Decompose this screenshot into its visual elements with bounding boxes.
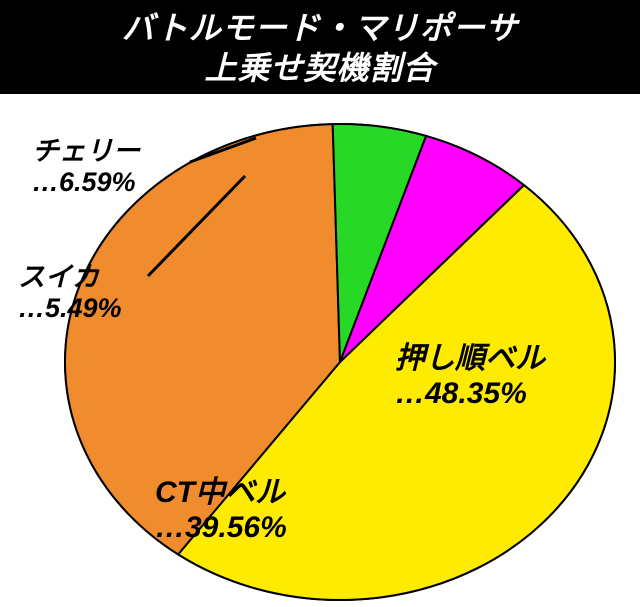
label-suika: スイカ …5.49% (18, 262, 122, 324)
label-oshijun-name: 押し順ベル (395, 342, 545, 375)
label-oshijun-bell: 押し順ベル …48.35% (395, 342, 545, 411)
label-ct-pct: …39.56% (155, 511, 287, 544)
label-oshijun-pct: …48.35% (395, 377, 527, 410)
label-cherry: チェリー …6.59% (32, 136, 140, 198)
label-suika-pct: …5.49% (18, 293, 122, 323)
label-ct-bell: CT中ベル …39.56% (155, 476, 287, 545)
label-cherry-pct: …6.59% (32, 167, 136, 197)
pie-chart: チェリー …6.59% スイカ …5.49% 押し順ベル …48.35% CT中… (0, 94, 640, 607)
label-suika-name: スイカ (18, 262, 99, 292)
chart-title-line1: バトルモード・マリポーサ (0, 8, 640, 48)
label-ct-name: CT中ベル (155, 476, 285, 509)
chart-title-line2: 上乗せ契機割合 (0, 48, 640, 88)
chart-title: バトルモード・マリポーサ 上乗せ契機割合 (0, 0, 640, 94)
label-cherry-name: チェリー (32, 136, 140, 166)
